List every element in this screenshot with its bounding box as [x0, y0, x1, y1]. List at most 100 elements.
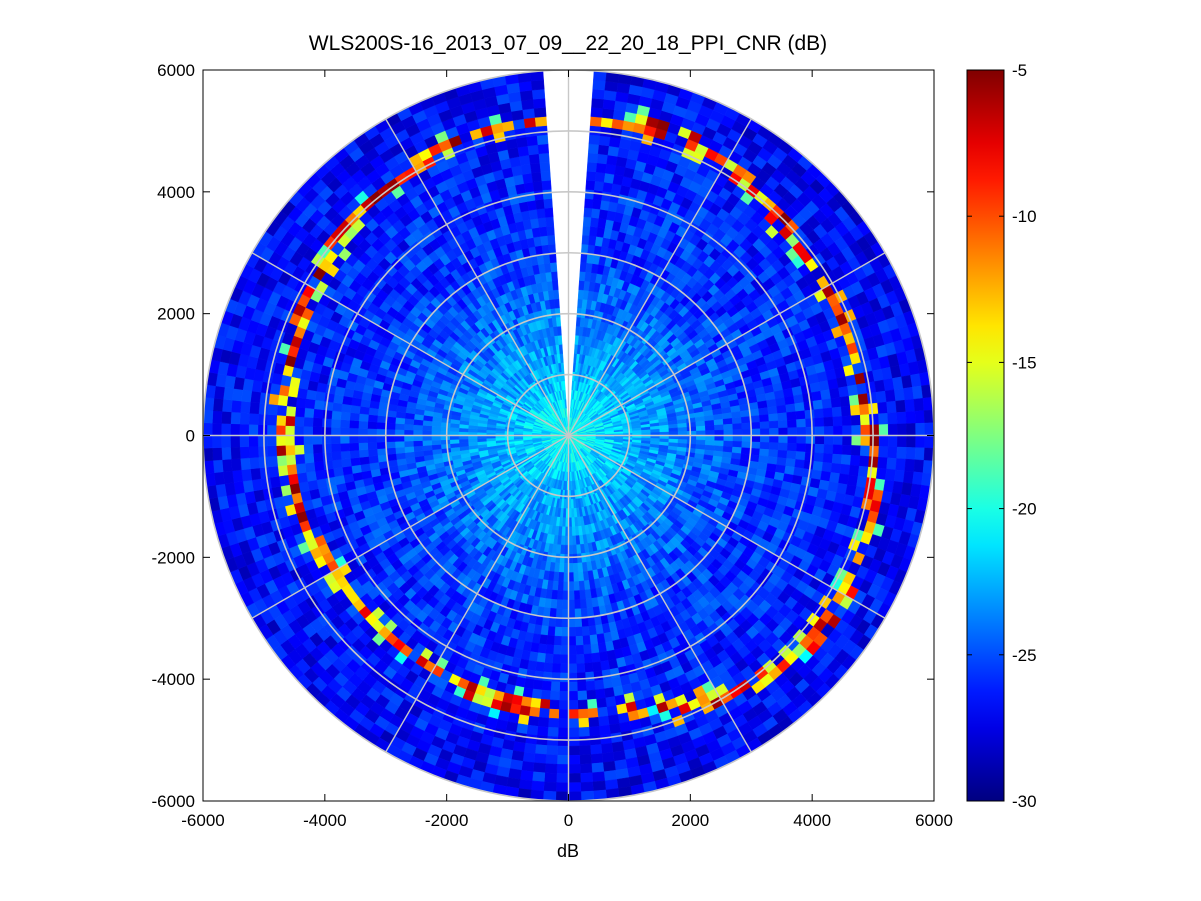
- cnr-cell: [581, 234, 590, 245]
- cnr-cell: [913, 398, 925, 412]
- cnr-cell: [549, 699, 560, 710]
- cnr-cell: [842, 425, 852, 436]
- cnr-cell: [821, 398, 833, 409]
- cnr-cell: [585, 680, 596, 691]
- cnr-cell: [776, 404, 787, 414]
- cnr-cell: [868, 402, 879, 415]
- cnr-cell: [580, 772, 593, 783]
- cnr-cell: [794, 402, 805, 412]
- cnr-cell: [558, 718, 569, 729]
- cnr-cell: [603, 89, 618, 101]
- chart-title: WLS200S-16_2013_07_09__22_20_18_PPI_CNR …: [309, 32, 827, 55]
- cnr-cell: [704, 419, 715, 427]
- cnr-cell: [850, 445, 861, 457]
- cnr-cell: [796, 418, 807, 428]
- cnr-cell: [583, 653, 593, 664]
- cnr-cell: [838, 473, 850, 485]
- cnr-cell: [591, 88, 606, 100]
- cnr-cell: [568, 608, 576, 619]
- cnr-cell: [528, 706, 541, 718]
- cnr-cell: [877, 456, 888, 470]
- cnr-cell: [714, 440, 724, 447]
- cnr-cell: [823, 426, 834, 436]
- cnr-cell: [556, 590, 564, 601]
- cnr-cell: [568, 700, 579, 710]
- cnr-cell: [548, 617, 556, 628]
- cnr-cell: [562, 599, 569, 610]
- cnr-cell: [579, 589, 586, 600]
- cnr-cell: [804, 451, 815, 462]
- cnr-cell: [903, 386, 915, 401]
- cnr-cell: [598, 135, 611, 147]
- cnr-cell: [821, 462, 833, 473]
- cnr-cell: [732, 441, 743, 448]
- cnr-cell: [714, 429, 725, 436]
- cnr-cell: [575, 644, 585, 655]
- cnr-cell: [822, 453, 834, 464]
- cnr-cell: [803, 460, 815, 471]
- cnr-cell: [547, 726, 559, 738]
- cnr-cell: [584, 662, 594, 673]
- cnr-cell: [602, 678, 614, 690]
- cnr-cell: [866, 466, 878, 479]
- cnr-cell: [859, 414, 871, 426]
- cnr-cell: [532, 679, 543, 691]
- cnr-cell: [895, 399, 906, 413]
- cnr-cell: [537, 643, 547, 654]
- cnr-cell: [580, 790, 595, 801]
- cnr-cell: [549, 690, 560, 701]
- cnr-cell: [553, 635, 562, 646]
- cnr-cell: [552, 654, 562, 665]
- cnr-cell: [582, 216, 592, 227]
- cnr-cell: [775, 397, 786, 407]
- cnr-cell: [856, 475, 868, 489]
- cnr-cell: [599, 733, 612, 745]
- cnr-cell: [731, 417, 742, 425]
- cnr-cell: [750, 428, 761, 436]
- cnr-cell: [760, 428, 770, 436]
- cnr-cell: [878, 435, 889, 447]
- cnr-cell: [803, 400, 815, 411]
- cnr-cell: [586, 689, 597, 701]
- cnr-cell: [592, 79, 606, 91]
- cnr-cell: [768, 413, 779, 422]
- cnr-cell: [554, 626, 563, 637]
- cnr-cell: [723, 423, 734, 431]
- cnr-cell: [559, 690, 569, 701]
- cnr-cell: [760, 435, 770, 443]
- cnr-cell: [860, 424, 871, 436]
- cnr-cell: [600, 117, 614, 129]
- cnr-cell: [588, 625, 597, 636]
- cnr-cell: [552, 644, 562, 655]
- cnr-cell: [590, 753, 604, 764]
- cnr-cell: [597, 144, 610, 156]
- cnr-cell: [577, 708, 589, 719]
- cnr-cell: [568, 791, 582, 801]
- cnr-cell: [597, 642, 607, 653]
- cnr-cell: [536, 726, 549, 737]
- cnr-cell: [522, 751, 536, 763]
- cnr-cell: [544, 763, 558, 774]
- cnr-cell: [695, 420, 706, 427]
- cnr-cell: [750, 421, 761, 430]
- cnr-cell: [600, 660, 610, 671]
- cnr-cell: [568, 745, 580, 756]
- cnr-cell: [599, 126, 612, 138]
- cnr-cell: [593, 189, 604, 201]
- cnr-cell: [912, 471, 924, 486]
- cnr-cell: [546, 736, 559, 747]
- cnr-cell: [875, 390, 887, 404]
- cnr-cell: [555, 608, 563, 619]
- cnr-cell: [831, 453, 843, 465]
- cnr-cell: [561, 627, 569, 637]
- cnr-cell: [814, 435, 825, 445]
- cnr-cell: [696, 435, 706, 441]
- cnr-cell: [574, 626, 583, 637]
- cnr-cell: [778, 435, 789, 444]
- cnr-cell: [545, 754, 558, 765]
- cnr-cell: [573, 572, 579, 582]
- cnr-cell: [766, 398, 777, 408]
- cnr-cell: [588, 143, 600, 155]
- cnr-cell: [604, 80, 619, 92]
- cnr-cell: [777, 419, 788, 429]
